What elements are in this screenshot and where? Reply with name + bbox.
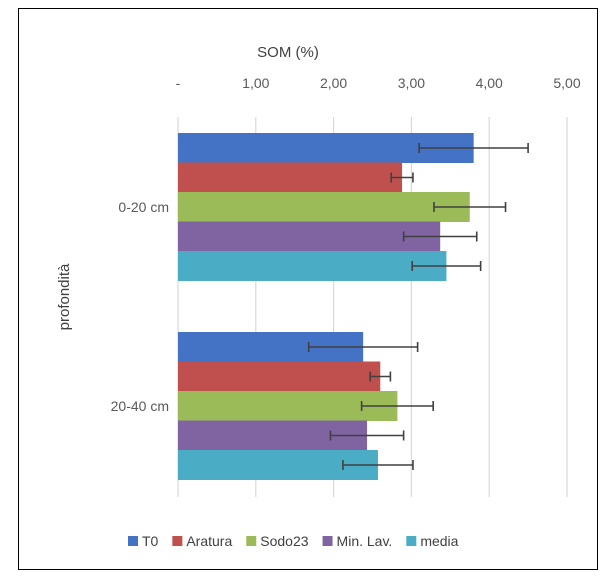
error-bar-sodo23-0	[433, 202, 507, 212]
error-bar-media-1	[342, 460, 414, 470]
bar-min-lav-0	[178, 221, 441, 252]
legend-item-min-lav: Min. Lav.	[322, 533, 393, 549]
category-label-1: 20-40 cm	[111, 398, 169, 414]
bars	[178, 133, 474, 480]
legend-label-sodo23: Sodo23	[260, 533, 308, 549]
y-axis-title: profondità	[56, 263, 73, 330]
chart-frame: - 1,00 2,00 3,00 4,00 5,00 0-20 cm 20-40 cm SO…	[18, 8, 598, 570]
error-bar-min-lav-1	[329, 430, 405, 441]
bar-sodo23-0	[178, 192, 470, 222]
error-bar-t0-1	[307, 342, 419, 352]
legend-item-media: media	[406, 533, 459, 549]
x-tick-label: -	[176, 75, 181, 91]
category-labels: 0-20 cm 20-40 cm	[111, 199, 169, 414]
legend-label-min-lav: Min. Lav.	[337, 533, 393, 549]
legend-swatch-media	[406, 536, 417, 546]
x-axis-title: SOM (%)	[257, 44, 319, 61]
legend-item-aratura: Aratura	[172, 533, 232, 549]
legend-item-sodo23: Sodo23	[246, 533, 309, 549]
som-bar-chart: - 1,00 2,00 3,00 4,00 5,00 0-20 cm 20-40 cm SO…	[56, 44, 581, 549]
legend-swatch-aratura	[172, 536, 183, 546]
error-bar-min-lav-0	[402, 231, 478, 242]
legend-swatch-min-lav	[322, 536, 333, 546]
bar-media-0	[178, 251, 447, 281]
legend-label-media: media	[420, 533, 458, 549]
category-label-0: 0-20 cm	[118, 199, 169, 215]
error-bar-aratura-0	[390, 172, 414, 183]
error-bar-aratura-1	[369, 371, 392, 382]
legend-label-aratura: Aratura	[186, 533, 232, 549]
legend-swatch-sodo23	[246, 536, 257, 546]
x-tick-label: 4,00	[476, 75, 503, 91]
x-tick-label: 1,00	[242, 75, 269, 91]
x-tick-label: 3,00	[398, 75, 425, 91]
legend-swatch-t0	[128, 536, 138, 546]
x-tick-labels: - 1,00 2,00 3,00 4,00 5,00	[176, 75, 581, 91]
error-bar-t0-0	[418, 143, 529, 153]
legend-item-t0: T0	[128, 533, 159, 549]
error-bar-sodo23-1	[360, 401, 434, 411]
x-tick-label: 2,00	[320, 75, 347, 91]
error-bars	[307, 143, 529, 470]
error-bar-media-0	[411, 261, 482, 271]
bar-aratura-1	[178, 361, 381, 392]
legend: T0 Aratura Sodo23 Min. Lav. media	[128, 533, 459, 549]
bar-aratura-0	[178, 162, 403, 193]
x-tick-label: 5,00	[553, 75, 580, 91]
legend-label-t0: T0	[142, 533, 159, 549]
